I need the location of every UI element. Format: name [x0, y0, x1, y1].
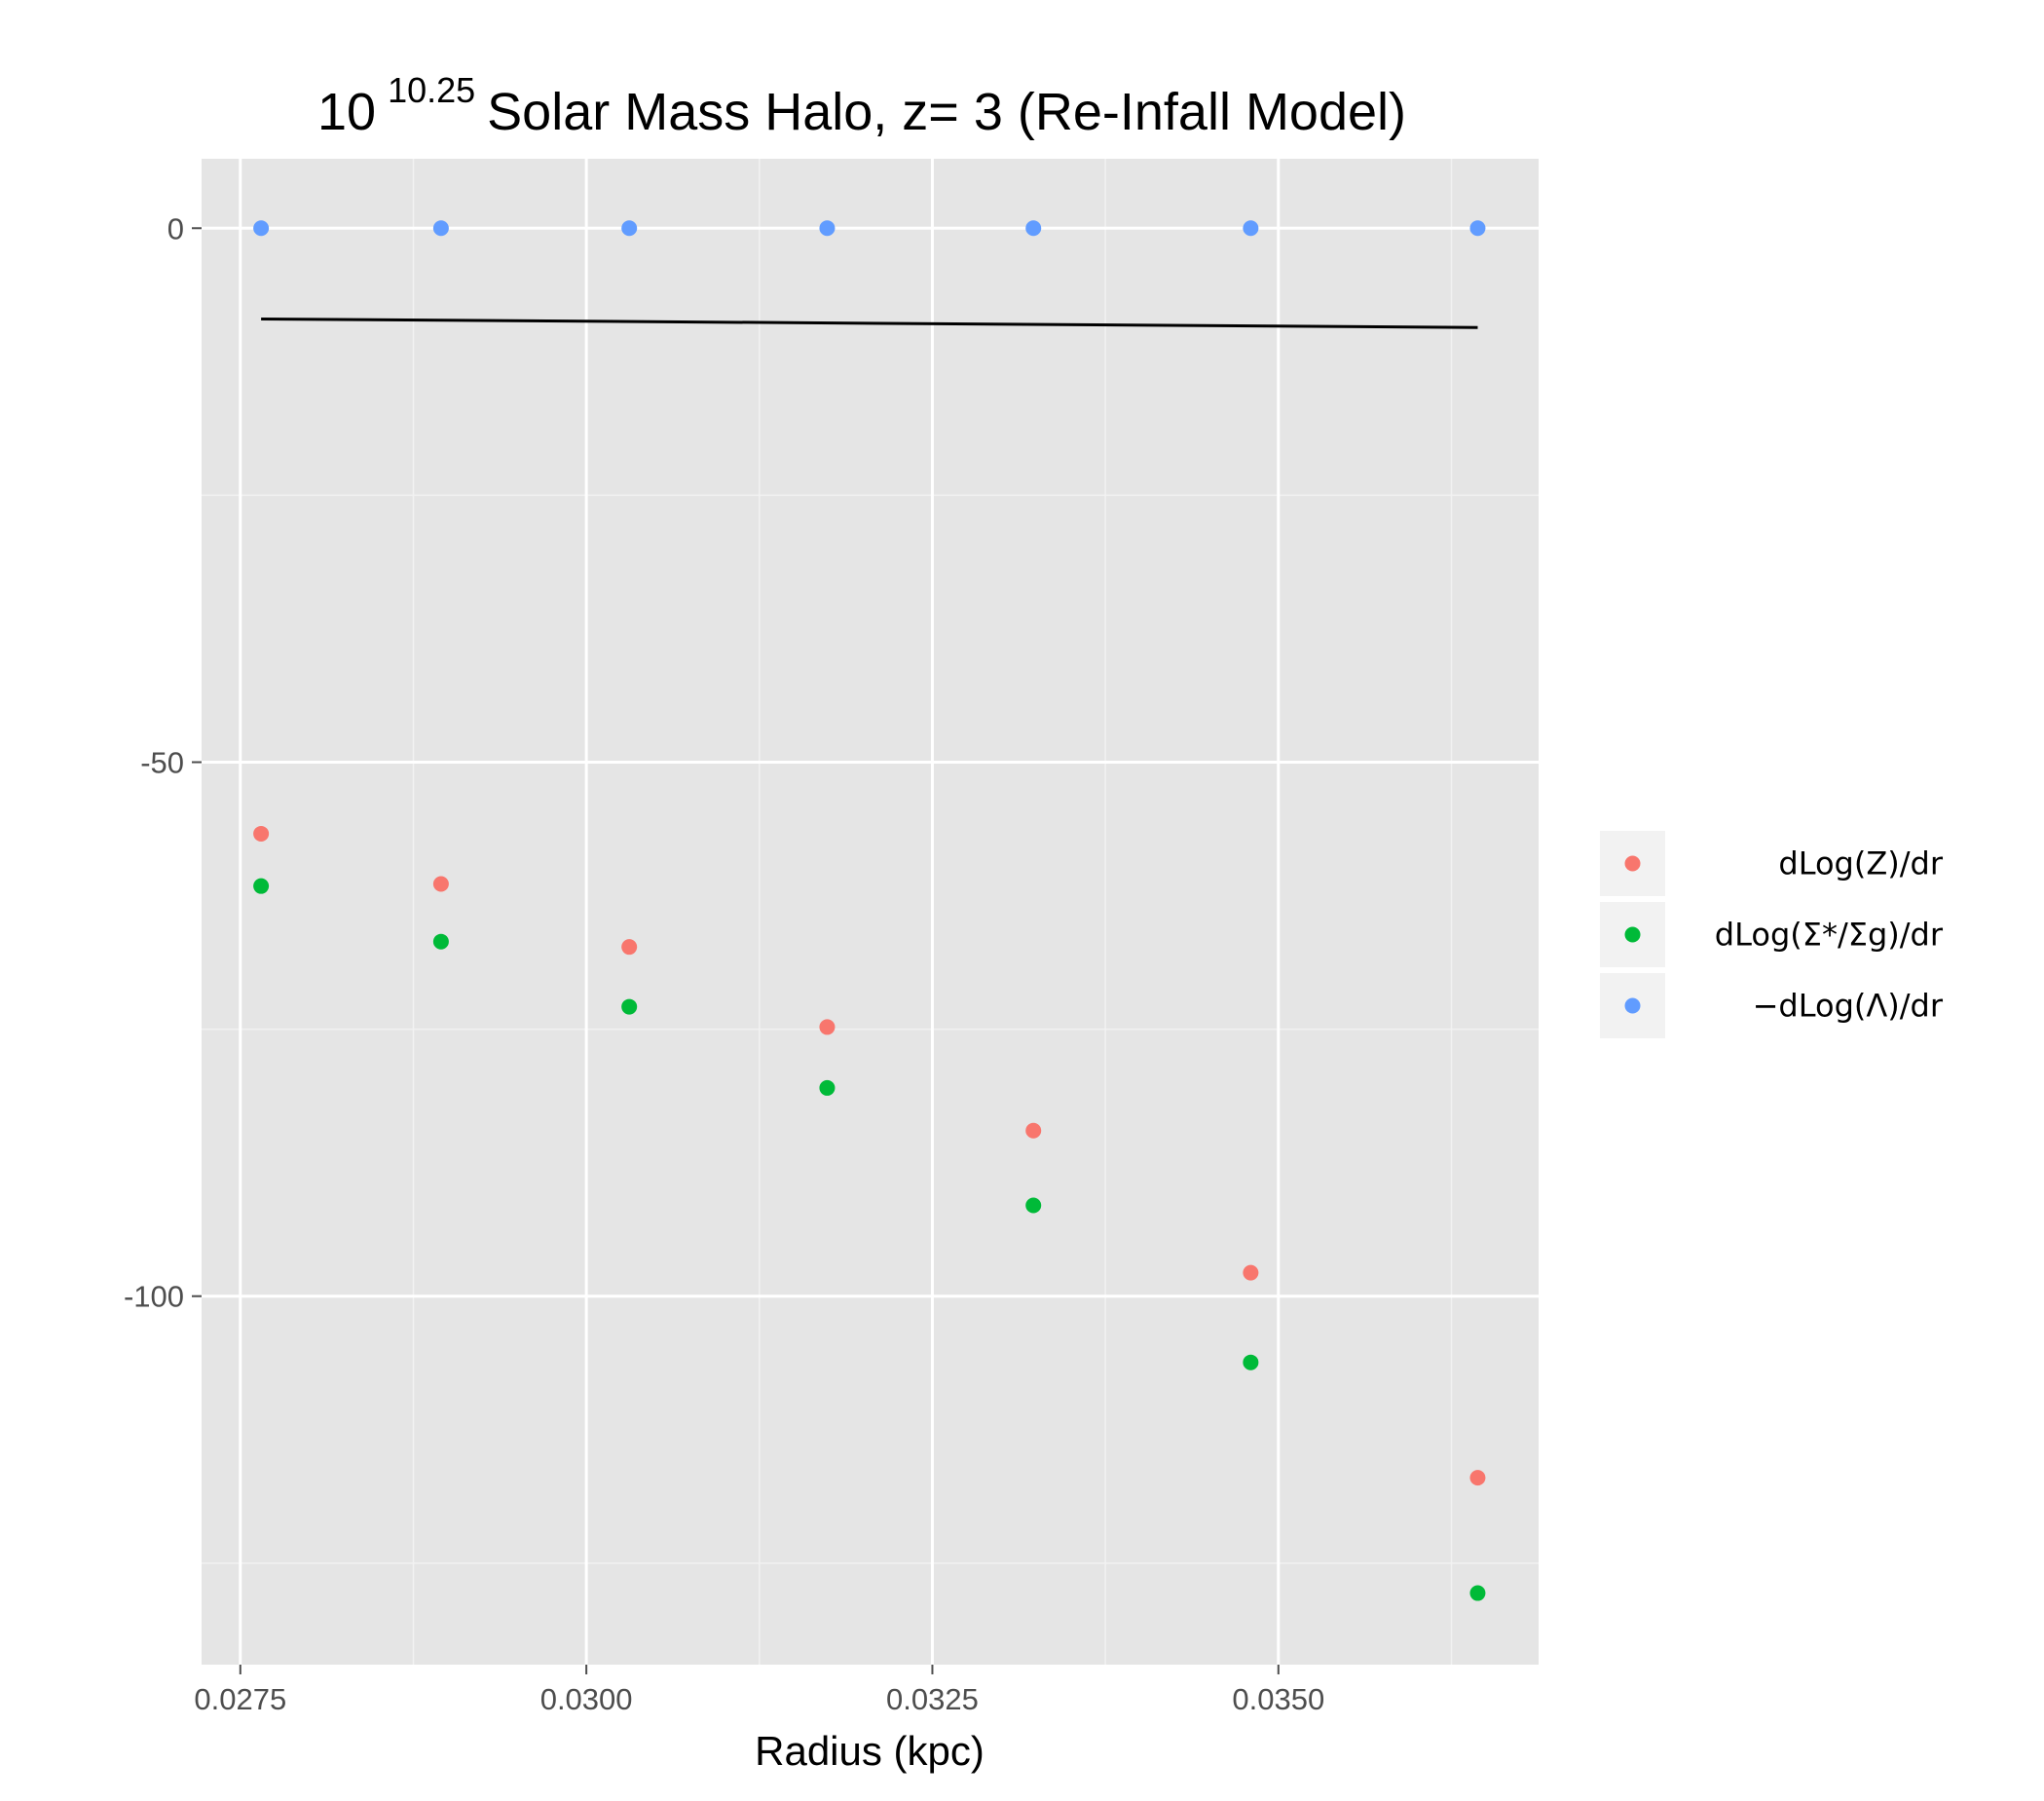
series-3-point — [1243, 220, 1259, 237]
data-marks — [253, 220, 1486, 1601]
series-2-point — [621, 998, 638, 1015]
legend-label-3: −dLog(Λ)/dr — [1753, 988, 1944, 1025]
series-1-point — [1025, 1122, 1042, 1139]
trend-line — [261, 317, 1478, 329]
x-axis-label: Radius (kpc) — [755, 1728, 985, 1774]
series-1-point — [819, 1019, 836, 1035]
series-3-point — [621, 220, 638, 237]
series-2-point — [1469, 1585, 1486, 1601]
x-tick-label: 0.0275 — [194, 1682, 286, 1716]
legend-label-1: dLog(Z)/dr — [1778, 845, 1943, 882]
legend-marker-2 — [1624, 926, 1641, 943]
axes: 0.0275 0.0300 0.0325 0.0350 0 -50 -100 — [124, 211, 1324, 1716]
y-tick-label: -50 — [140, 745, 184, 779]
series-3-point — [819, 220, 836, 237]
series-3-point — [432, 220, 449, 237]
grid-lines — [202, 159, 1539, 1665]
series-1-point — [621, 939, 638, 956]
series-3-point — [1469, 220, 1486, 237]
y-tick-label: -100 — [124, 1280, 184, 1314]
legend-marker-1 — [1624, 855, 1641, 872]
title-exponent: 10.25 — [388, 70, 475, 110]
series-3-point — [1025, 220, 1042, 237]
series-1-point — [432, 876, 449, 892]
x-tick-label: 0.0325 — [886, 1682, 979, 1716]
series-3-point — [253, 220, 270, 237]
series-2-point — [1025, 1197, 1042, 1214]
x-tick-label: 0.0350 — [1232, 1682, 1324, 1716]
legend-label-2: dLog(Σ*/Σg)/dr — [1715, 917, 1944, 954]
series-2-point — [432, 933, 449, 950]
legend: dLog(Z)/dr dLog(Σ*/Σg)/dr −dLog(Λ)/dr — [1600, 831, 1944, 1038]
legend-marker-3 — [1624, 997, 1641, 1014]
series-1-point — [1469, 1470, 1486, 1486]
title-rest: Solar Mass Halo, z= 3 (Re-Infall Model) — [487, 83, 1406, 141]
series-2-point — [819, 1079, 836, 1096]
series-2-point — [1243, 1354, 1259, 1370]
title-base: 10 — [317, 83, 376, 141]
series-2-point — [253, 878, 270, 894]
series-1-point — [253, 825, 270, 842]
x-tick-label: 0.0300 — [540, 1682, 633, 1716]
plot-panel — [202, 159, 1539, 1665]
chart-title: 10 10.25 Solar Mass Halo, z= 3 (Re-Infall … — [317, 70, 1406, 141]
y-tick-label: 0 — [167, 211, 184, 245]
series-1-point — [1243, 1264, 1259, 1281]
